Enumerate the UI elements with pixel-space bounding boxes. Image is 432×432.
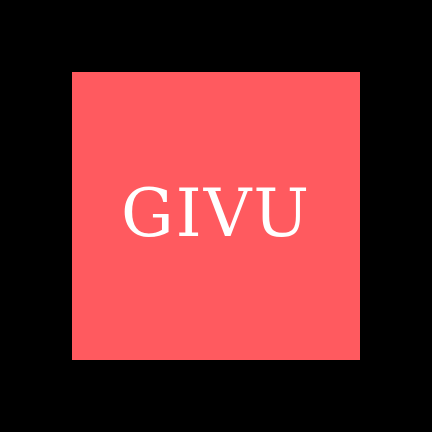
logo-wordmark: GIVU — [120, 175, 312, 252]
logo-tile: GIVU — [72, 72, 360, 360]
